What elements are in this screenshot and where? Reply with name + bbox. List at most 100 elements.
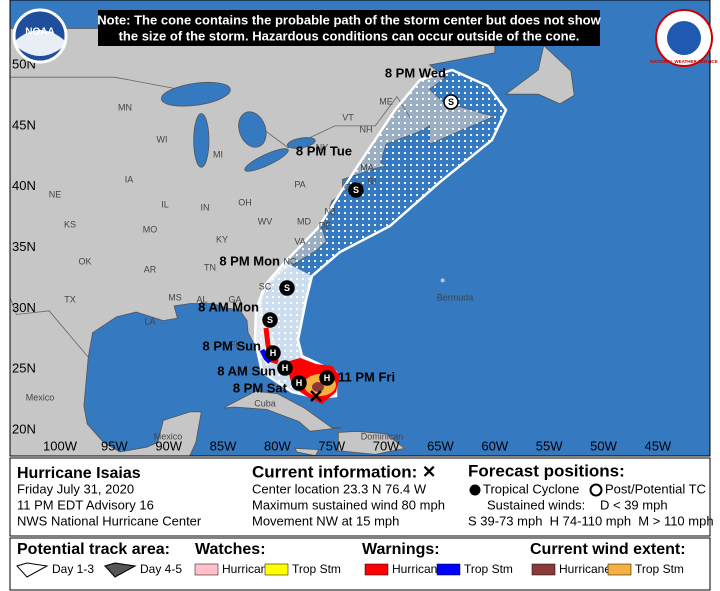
current-line: Maximum sustained wind 80 mph — [252, 497, 445, 512]
legend-swatch — [264, 563, 289, 576]
position-symbol: S — [353, 185, 359, 195]
place-label: IL — [161, 199, 169, 209]
lake — [238, 111, 267, 148]
noaa-text: NOAA — [25, 27, 54, 38]
position-marker — [319, 370, 335, 386]
position-marker — [348, 182, 364, 198]
current-line: Center location 23.3 N 76.4 W — [252, 481, 427, 496]
place-label: NH — [360, 124, 373, 134]
lake — [160, 81, 231, 107]
place-label: LA — [144, 316, 155, 326]
position-symbol: H — [282, 363, 289, 373]
position-label: 11 PM Fri — [338, 369, 395, 384]
legend-swatch — [364, 563, 389, 576]
position-marker — [291, 375, 307, 391]
legend-label: Day 1-3 — [52, 562, 94, 576]
note-line: Note: The cone contains the probable pat… — [97, 12, 601, 27]
land — [504, 44, 575, 105]
lon-label: 50W — [590, 438, 617, 453]
position-label: 8 PM Mon — [219, 253, 280, 268]
place-label: NE — [49, 189, 62, 199]
position-label: 8 PM Wed — [385, 65, 446, 80]
legend-label: Day 4-5 — [140, 562, 182, 576]
legend-label: Trop Stm — [464, 562, 513, 576]
legend-cone-dots — [104, 562, 137, 578]
lon-label: 70W — [373, 438, 400, 453]
place-label: SC — [259, 281, 272, 291]
place-label: ME — [379, 96, 393, 106]
legend-label: Trop Stm — [635, 562, 684, 576]
advisory: 11 PM EDT Advisory 16 — [17, 497, 154, 512]
place-label: WI — [157, 134, 168, 144]
lat-label: 20N — [12, 422, 36, 437]
current-line: Movement NW at 15 mph — [252, 513, 399, 528]
lake — [286, 137, 316, 149]
nws-text: NATIONAL WEATHER SERVICE — [650, 59, 717, 64]
legend-panel — [9, 537, 711, 591]
current-center — [310, 390, 322, 402]
place-label: NY — [316, 142, 329, 152]
place-label: DE — [319, 220, 332, 230]
position-symbol: S — [448, 97, 454, 107]
place-label: GA — [228, 294, 241, 304]
place-label: Dominican — [361, 431, 404, 441]
place-label: MO — [143, 224, 158, 234]
place-label: MI — [213, 149, 223, 159]
land — [337, 430, 406, 455]
place-label: OH — [238, 197, 252, 207]
place-label: NC — [284, 256, 297, 266]
lat-label: 40N — [12, 178, 36, 193]
storm-name: Hurricane Isaias — [17, 465, 141, 482]
legend-title: Potential track area: — [17, 541, 170, 558]
lon-label: 90W — [155, 438, 182, 453]
tc-label: Tropical Cyclone — [483, 481, 579, 496]
noaa-logo: NOAA — [12, 8, 68, 64]
place-label: MA — [360, 162, 374, 172]
lon-label: 95W — [101, 438, 128, 453]
position-label: 8 AM Sun — [217, 363, 276, 378]
position-label: 8 PM Sun — [202, 338, 261, 353]
place-label: AL — [196, 294, 207, 304]
position-marker — [262, 312, 278, 328]
legend-title: Warnings: — [362, 541, 440, 558]
place-label: TX — [64, 294, 76, 304]
island — [440, 278, 445, 283]
place-label: Mexico — [154, 431, 183, 441]
lon-label: 85W — [210, 438, 237, 453]
legend-label: Hurricane — [559, 562, 611, 576]
winds-label: Sustained winds: — [487, 497, 585, 512]
place-label: VT — [342, 112, 354, 122]
lat-label: 45N — [12, 117, 36, 132]
lon-label: 100W — [43, 438, 78, 453]
position-symbol: H — [296, 378, 303, 388]
position-marker — [443, 94, 459, 110]
ptc-icon — [589, 483, 603, 497]
place-label: RI — [368, 176, 377, 186]
ptc-label: Post/Potential TC — [605, 481, 706, 496]
warning-tropstorm — [259, 348, 272, 364]
legend-swatch — [607, 563, 632, 576]
place-label: OK — [78, 256, 91, 266]
place-label: Cuba — [254, 398, 276, 408]
forecast-title: Forecast positions: — [468, 461, 625, 480]
current-title: Current information: ✕ — [252, 462, 436, 481]
place-label: VA — [294, 236, 305, 246]
legend-swatch — [436, 563, 461, 576]
map-frame — [9, 0, 711, 457]
place-label: WV — [258, 216, 273, 226]
legend-label: Hurricane — [392, 562, 444, 576]
storm-date: Friday July 31, 2020 — [17, 481, 134, 496]
legend-swatch — [194, 563, 219, 576]
place-label: TN — [204, 262, 216, 272]
lon-label: 60W — [481, 438, 508, 453]
border — [10, 76, 411, 149]
lat-label: 25N — [12, 361, 36, 376]
lake — [244, 148, 289, 172]
position-marker — [265, 345, 281, 361]
map: MNWIMIIANEILINOHPANYVTNHMEMACTRINJDEMDWV… — [10, 0, 710, 456]
note-line: the size of the storm. Hazardous conditi… — [119, 28, 580, 43]
position-symbol: S — [284, 283, 290, 293]
lon-label: 45W — [644, 438, 671, 453]
position-symbol: H — [324, 373, 331, 383]
